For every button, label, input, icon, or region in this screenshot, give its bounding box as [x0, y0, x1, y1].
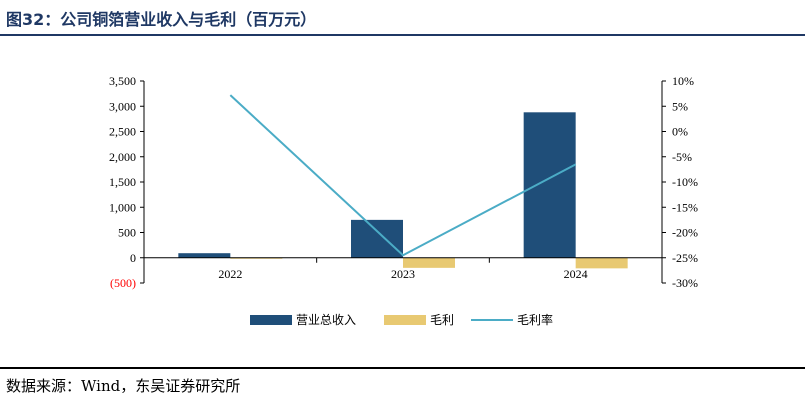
- line-series: [229, 94, 577, 257]
- left-tick-label: 3,000: [109, 99, 136, 113]
- legend-label-0: 营业总收入: [296, 313, 356, 327]
- legend: 营业总收入 毛利 毛利率: [250, 312, 553, 327]
- left-tick-label: 2,500: [109, 125, 136, 139]
- left-tick-label: (500): [110, 276, 136, 290]
- source-rule: [0, 367, 805, 369]
- right-tick-label: 5%: [672, 99, 688, 113]
- right-tick-label: -20%: [672, 226, 698, 240]
- legend-label-1: 毛利: [430, 313, 454, 327]
- category-label-2022: 2022: [218, 267, 242, 281]
- legend-label-2: 毛利率: [517, 312, 553, 327]
- revenue-bar-2024: [523, 112, 576, 258]
- figure-title: 图32：公司铜箔营业收入与毛利（百万元）: [6, 10, 317, 29]
- right-tick-label: -30%: [672, 276, 698, 290]
- category-label-2023: 2023: [391, 267, 415, 281]
- right-tick-label: -15%: [672, 200, 698, 214]
- left-tick-label: 0: [130, 251, 136, 265]
- left-tick-label: 1,500: [109, 175, 136, 189]
- revenue-bar-2022: [178, 253, 231, 258]
- gross-profit-bar-2024: [575, 257, 628, 269]
- zero-axis: [143, 257, 663, 263]
- revenue-bar-2023: [351, 219, 403, 258]
- right-tick-label: -10%: [672, 175, 698, 189]
- left-tick-label: 3,500: [109, 74, 136, 88]
- right-tick-label: -25%: [672, 251, 698, 265]
- bars: [178, 112, 628, 269]
- chart: (500)05001,0001,5002,0002,5003,0003,500 …: [109, 74, 698, 327]
- legend-swatch-1: [384, 315, 426, 325]
- legend-swatch-0: [250, 315, 292, 325]
- left-tick-label: 2,000: [109, 150, 136, 164]
- title-rule: [0, 34, 805, 36]
- left-axis: (500) 0 500 1,000 1,500 2,000 2,500 3,000 3,500: [109, 74, 145, 290]
- right-tick-label: 0%: [672, 125, 688, 139]
- source-note: 数据来源：Wind，东吴证券研究所: [6, 377, 241, 395]
- left-tick-label: 500: [118, 226, 136, 240]
- category-label-2024: 2024: [564, 267, 588, 281]
- gross-profit-bar-2023: [403, 257, 455, 268]
- gross-margin-line: [229, 94, 577, 257]
- right-tick-label: 10%: [672, 74, 694, 88]
- right-axis: -30% -25% -20% -15% -10% -5% 0% 5% 10%: [661, 74, 698, 290]
- right-tick-label: -5%: [672, 150, 692, 164]
- left-tick-label: 1,000: [109, 200, 136, 214]
- category-labels: 2022 2023 2024: [218, 267, 587, 281]
